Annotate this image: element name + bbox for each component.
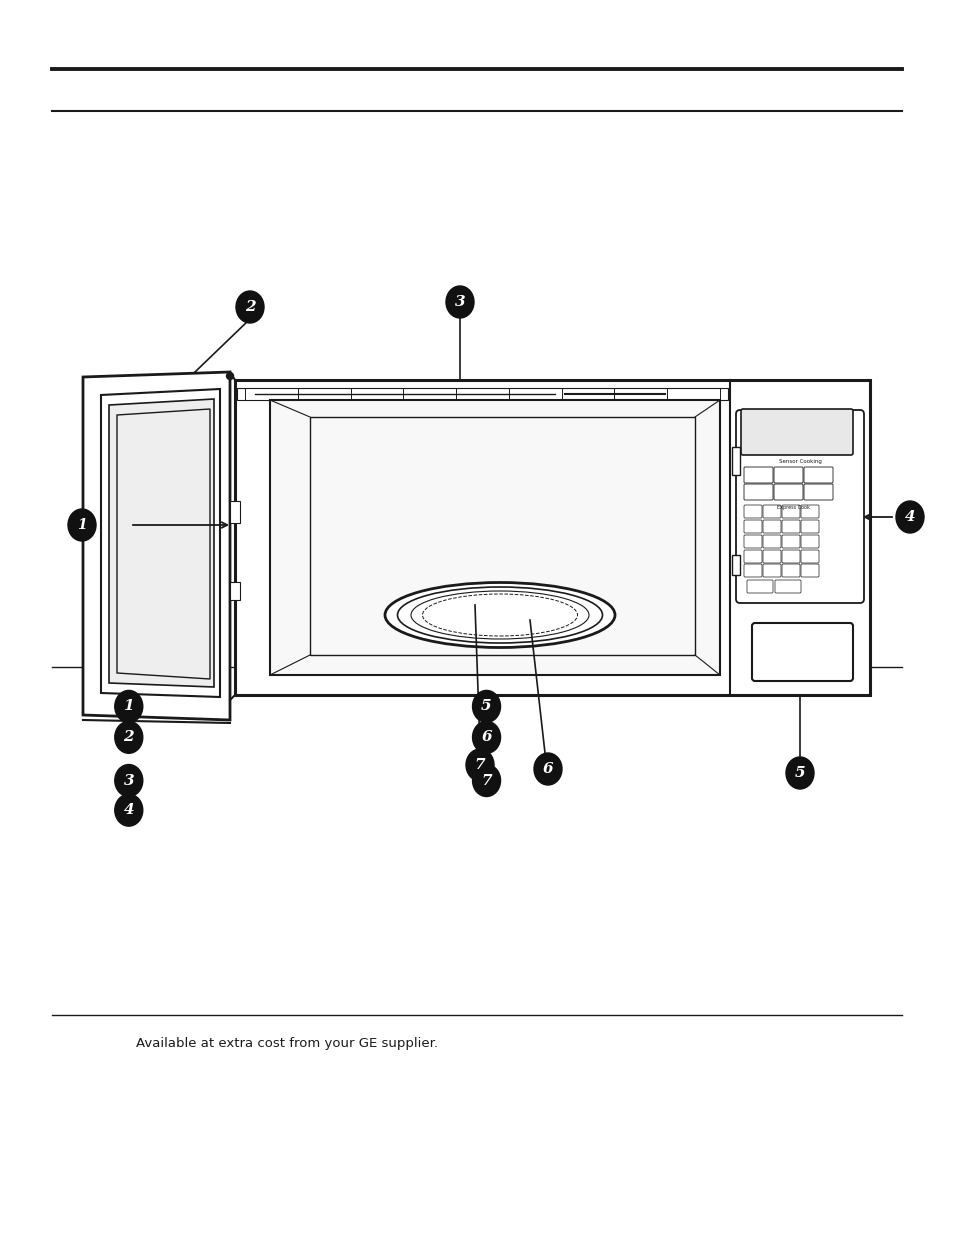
FancyBboxPatch shape [762, 535, 781, 548]
Polygon shape [101, 389, 220, 697]
FancyBboxPatch shape [781, 505, 800, 517]
Text: 4: 4 [903, 510, 914, 524]
FancyBboxPatch shape [801, 505, 818, 517]
Bar [236, 388, 727, 400]
FancyBboxPatch shape [781, 550, 800, 563]
FancyBboxPatch shape [743, 467, 772, 483]
Ellipse shape [465, 748, 494, 781]
FancyBboxPatch shape [803, 467, 832, 483]
FancyBboxPatch shape [801, 520, 818, 534]
Text: 2: 2 [123, 730, 134, 745]
FancyBboxPatch shape [751, 622, 852, 680]
Text: 7: 7 [480, 773, 492, 788]
Ellipse shape [785, 757, 813, 789]
Ellipse shape [114, 764, 143, 797]
Ellipse shape [68, 509, 96, 541]
Ellipse shape [235, 291, 264, 324]
Text: 1: 1 [123, 699, 134, 714]
Ellipse shape [114, 721, 143, 753]
Ellipse shape [534, 753, 561, 785]
Bar [310, 417, 695, 655]
FancyBboxPatch shape [743, 550, 761, 563]
Text: 6: 6 [542, 762, 553, 776]
FancyBboxPatch shape [781, 535, 800, 548]
FancyBboxPatch shape [740, 409, 852, 454]
FancyBboxPatch shape [746, 580, 772, 593]
FancyBboxPatch shape [762, 564, 781, 577]
Ellipse shape [446, 287, 474, 317]
Bar [731, 555, 740, 576]
Text: Available at extra cost from your GE supplier.: Available at extra cost from your GE sup… [136, 1037, 438, 1050]
Bar [270, 400, 720, 676]
FancyBboxPatch shape [801, 550, 818, 563]
FancyBboxPatch shape [743, 520, 761, 534]
Text: 4: 4 [123, 803, 134, 818]
Text: 5: 5 [480, 699, 492, 714]
Ellipse shape [385, 583, 615, 647]
Bar [731, 447, 740, 475]
Ellipse shape [114, 794, 143, 826]
Text: Sensor Cooking: Sensor Cooking [778, 458, 821, 463]
Polygon shape [83, 372, 230, 720]
Text: 1: 1 [77, 517, 87, 532]
Bar [230, 501, 240, 522]
Ellipse shape [472, 764, 500, 797]
Text: Express Cook: Express Cook [776, 505, 808, 510]
Text: 7: 7 [475, 758, 485, 772]
Text: 6: 6 [480, 730, 492, 745]
Polygon shape [109, 399, 213, 687]
FancyBboxPatch shape [762, 520, 781, 534]
FancyBboxPatch shape [743, 505, 761, 517]
Ellipse shape [472, 690, 500, 722]
FancyBboxPatch shape [803, 484, 832, 500]
Ellipse shape [895, 501, 923, 534]
Bar [234, 380, 869, 695]
Text: 3: 3 [123, 773, 134, 788]
Text: 3: 3 [455, 295, 465, 309]
Ellipse shape [114, 690, 143, 722]
FancyBboxPatch shape [743, 484, 772, 500]
FancyBboxPatch shape [781, 520, 800, 534]
FancyBboxPatch shape [801, 564, 818, 577]
FancyBboxPatch shape [762, 550, 781, 563]
FancyBboxPatch shape [801, 535, 818, 548]
FancyBboxPatch shape [762, 505, 781, 517]
FancyBboxPatch shape [781, 564, 800, 577]
Bar [230, 582, 240, 600]
Ellipse shape [472, 721, 500, 753]
FancyBboxPatch shape [773, 467, 802, 483]
FancyBboxPatch shape [774, 580, 801, 593]
Text: 5: 5 [794, 766, 804, 781]
Text: 2: 2 [244, 300, 255, 314]
FancyBboxPatch shape [743, 564, 761, 577]
Ellipse shape [226, 373, 233, 379]
FancyBboxPatch shape [743, 535, 761, 548]
Ellipse shape [397, 587, 602, 643]
FancyBboxPatch shape [773, 484, 802, 500]
